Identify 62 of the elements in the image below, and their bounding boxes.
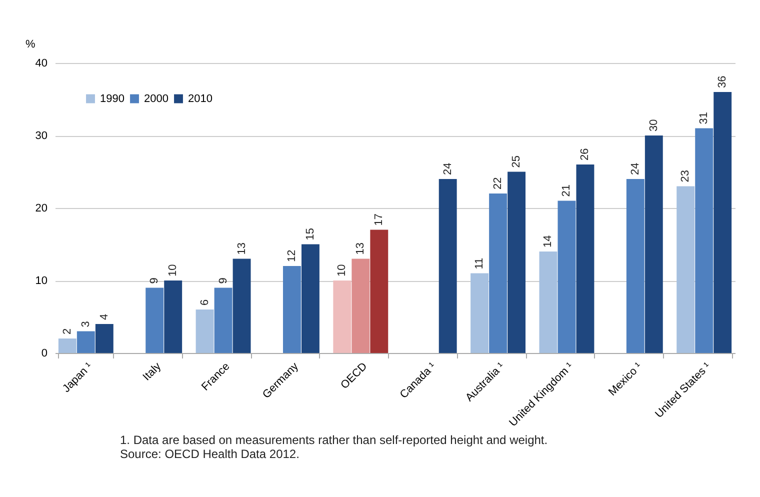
bar xyxy=(76,331,95,353)
bar xyxy=(508,172,526,353)
data-label: 26 xyxy=(579,148,592,160)
data-label: 25 xyxy=(510,156,523,168)
source-note: Source: OECD Health Data 2012. xyxy=(120,447,300,461)
data-label: 3 xyxy=(80,321,92,328)
data-label: 14 xyxy=(542,235,554,248)
data-label: 2 xyxy=(61,328,74,334)
bar xyxy=(164,280,182,353)
x-tick-label: Italy xyxy=(140,360,164,384)
bar xyxy=(302,244,320,353)
bar xyxy=(470,273,488,353)
bar xyxy=(539,252,558,353)
data-label: 9 xyxy=(217,278,230,284)
data-label: 9 xyxy=(148,278,161,284)
bar xyxy=(676,186,695,353)
data-label: 31 xyxy=(698,112,710,124)
data-label: 30 xyxy=(648,119,660,132)
data-label: 23 xyxy=(680,170,692,182)
bar xyxy=(714,92,732,353)
y-tick-label: 40 xyxy=(35,58,48,70)
y-tick-label: 20 xyxy=(35,202,48,214)
legend-label: 2000 xyxy=(144,92,168,105)
bar xyxy=(95,324,114,353)
bar xyxy=(58,338,76,353)
bar xyxy=(695,128,714,353)
data-label: 24 xyxy=(442,162,454,175)
y-tick-label: 10 xyxy=(35,275,48,287)
bar xyxy=(196,310,214,353)
y-axis-title: % xyxy=(26,38,36,50)
data-label: 10 xyxy=(167,264,180,276)
text: 1. Data are based on measurements rather than self-reported height and weight. xyxy=(120,433,549,447)
bar xyxy=(576,164,594,353)
data-label: 15 xyxy=(304,228,316,240)
data-label: 13 xyxy=(354,242,367,255)
data-label: 17 xyxy=(373,214,386,226)
bar xyxy=(489,194,508,353)
bar xyxy=(333,280,352,353)
legend-label: 2010 xyxy=(188,92,212,105)
bar xyxy=(558,200,576,353)
data-label: 24 xyxy=(629,162,642,175)
data-label: 13 xyxy=(236,242,248,255)
data-label: 11 xyxy=(474,258,486,270)
bar xyxy=(232,258,251,353)
data-label: 12 xyxy=(286,250,298,262)
legend-label: 1990 xyxy=(100,92,124,105)
bar xyxy=(644,136,663,353)
y-tick-label: 0 xyxy=(41,348,48,360)
data-label: 22 xyxy=(492,177,504,190)
data-label: 4 xyxy=(98,314,110,320)
bar xyxy=(146,288,164,353)
data-label: 10 xyxy=(336,264,348,276)
data-label: 36 xyxy=(716,76,729,88)
bar xyxy=(438,179,457,353)
bar xyxy=(370,230,388,353)
y-tick-label: 30 xyxy=(35,130,48,142)
bar xyxy=(282,266,301,353)
bar xyxy=(352,258,370,353)
data-label: 21 xyxy=(560,184,573,197)
data-label: 6 xyxy=(198,299,211,306)
bar xyxy=(626,179,644,353)
bar xyxy=(214,288,232,353)
